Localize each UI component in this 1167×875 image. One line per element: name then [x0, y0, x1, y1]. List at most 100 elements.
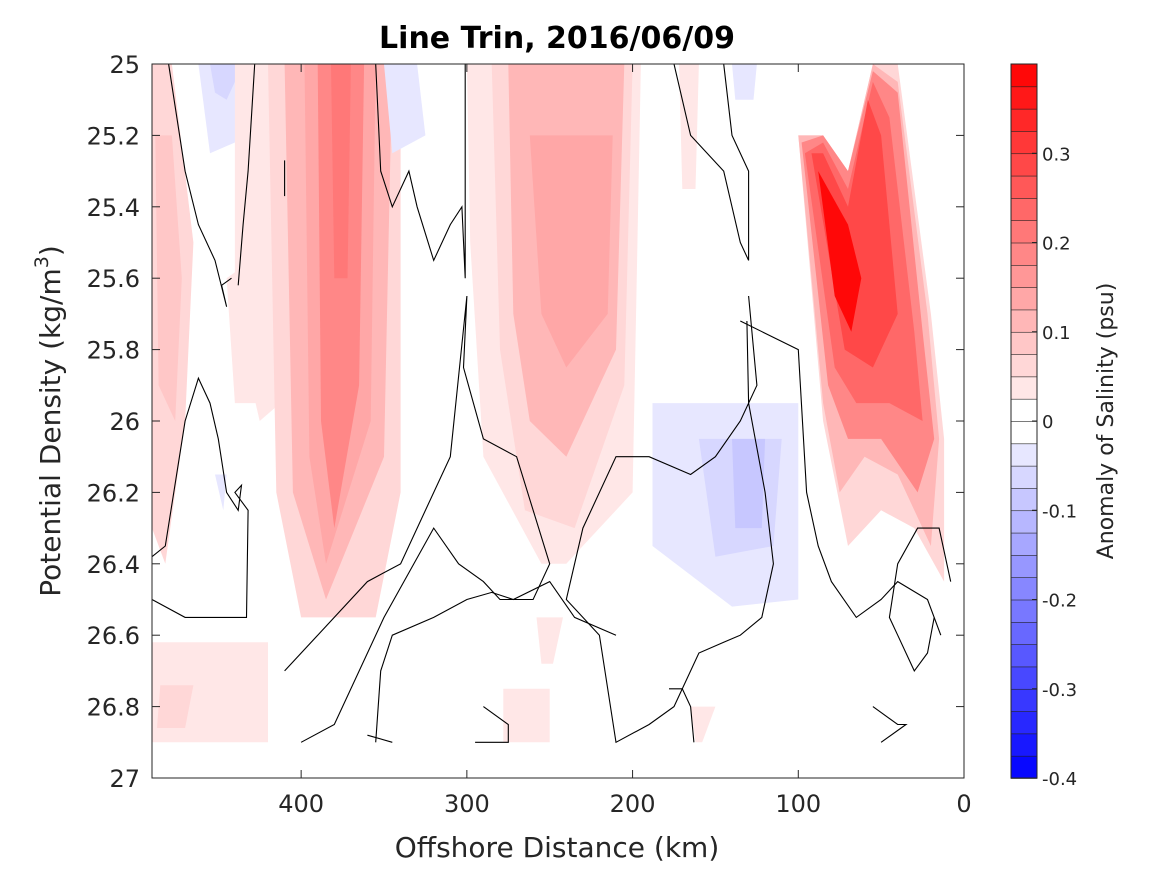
colorbar-level-23 — [1010, 242, 1038, 266]
anomaly-region-13 — [317, 64, 365, 529]
anomaly-region-21 — [529, 135, 613, 368]
anomaly-region-25 — [732, 64, 757, 100]
zero-contour-6 — [375, 580, 617, 743]
anomaly-region-8 — [226, 260, 268, 404]
zero-contour-1 — [237, 63, 256, 286]
y-tick-label: 25.2 — [87, 122, 140, 150]
colorbar-tick-label: 0.3 — [1042, 144, 1071, 165]
colorbar-level-12 — [1010, 487, 1038, 512]
y-axis-ticks: 25 25.2 25.4 25.6 25.8 26 26.2 26.4 26.6 26.8 27 — [87, 51, 964, 793]
anomaly-region-15 — [384, 64, 426, 154]
zero-contour-13 — [872, 706, 908, 743]
y-tick-label: 26.2 — [87, 479, 140, 507]
colorbar-label: Anomaly of Salinity (psu) — [1094, 283, 1119, 560]
zero-contour-5 — [284, 295, 551, 743]
y-tick-label: 26.8 — [87, 694, 140, 722]
colorbar-level-29 — [1010, 108, 1038, 132]
colorbar-level-25 — [1010, 197, 1038, 221]
colorbar-level-11 — [1010, 509, 1038, 534]
y-axis-label-superscript: 3 — [31, 256, 53, 268]
colorbar-level-14 — [1010, 443, 1038, 467]
colorbar-level-8 — [1010, 576, 1038, 601]
y-axis-label-end: ) — [34, 245, 67, 256]
zero-contour-12 — [669, 688, 695, 743]
colorbar-level-21 — [1010, 286, 1038, 311]
anomaly-region-6 — [215, 474, 227, 511]
zero-contour-11 — [475, 706, 509, 743]
anomaly-region-23 — [536, 617, 563, 664]
zero-contour-10 — [740, 320, 942, 636]
colorbar-tick-label: -0.1 — [1042, 501, 1077, 522]
x-tick-label: 200 — [610, 790, 656, 818]
colorbar-level-4 — [1010, 666, 1038, 690]
colorbar-level-13 — [1010, 465, 1038, 489]
colorbar-tick-label: -0.4 — [1042, 769, 1077, 790]
colorbar-level-1 — [1010, 733, 1038, 757]
x-tick-label: 300 — [444, 790, 490, 818]
y-axis-label-main: Potential Density (kg/m — [34, 268, 67, 597]
colorbar: 0.3 0.2 0.1 0 -0.1 -0.2 -0.3 -0.4 — [1010, 63, 1077, 790]
colorbar-level-27 — [1010, 152, 1038, 177]
colorbar-level-24 — [1010, 219, 1038, 244]
colorbar-level-30 — [1010, 86, 1038, 110]
zero-contour-0 — [168, 63, 232, 307]
y-tick-label: 25 — [109, 51, 140, 79]
zero-contour-2 — [151, 376, 249, 618]
colorbar-level-6 — [1010, 621, 1038, 645]
zero-contour-8 — [673, 63, 750, 261]
x-tick-label: 0 — [956, 790, 971, 818]
colorbar-level-3 — [1010, 688, 1038, 712]
x-tick-label: 100 — [775, 790, 821, 818]
anomaly-region-16 — [430, 135, 476, 350]
anomaly-region-29 — [732, 438, 766, 529]
colorbar-level-9 — [1010, 554, 1038, 578]
y-axis-label: Potential Density (kg/m3) — [31, 245, 67, 597]
x-axis-label: Offshore Distance (km) — [395, 831, 720, 864]
colorbar-tick-label: 0.2 — [1042, 234, 1071, 255]
colorbar-level-18 — [1010, 353, 1038, 378]
y-tick-label: 25.4 — [87, 194, 140, 222]
colorbar-level-31 — [1010, 63, 1038, 88]
x-axis-ticks: 400 300 200 100 0 — [278, 64, 972, 818]
anomaly-region-5 — [210, 64, 244, 100]
colorbar-tick-label: -0.3 — [1042, 680, 1077, 701]
colorbar-level-5 — [1010, 643, 1038, 668]
zero-contour-9 — [565, 295, 774, 744]
anomaly-region-34 — [811, 99, 898, 368]
colorbar-level-22 — [1010, 264, 1038, 288]
x-tick-label: 400 — [278, 790, 324, 818]
y-tick-label: 25.8 — [87, 337, 140, 365]
colorbar-level-20 — [1010, 309, 1038, 333]
anomaly-region-22 — [503, 688, 550, 743]
zero-contour-layer — [151, 63, 952, 744]
colorbar-level-10 — [1010, 532, 1038, 556]
colorbar-ticks: 0.3 0.2 0.1 0 -0.1 -0.2 -0.3 -0.4 — [1032, 144, 1077, 790]
zero-contour-14 — [888, 527, 952, 672]
anomaly-region-1 — [155, 135, 182, 421]
y-tick-label: 26.6 — [87, 622, 140, 650]
anomaly-region-26 — [690, 706, 716, 743]
anomaly-region-17 — [447, 670, 467, 725]
colorbar-levels — [1010, 63, 1038, 779]
colorbar-level-26 — [1010, 175, 1038, 199]
y-tick-label: 26.4 — [87, 551, 140, 579]
colorbar-tick-label: 0.1 — [1042, 323, 1071, 344]
zero-contour-4 — [375, 63, 466, 279]
plot-area: 400 300 200 100 0 25 25.2 25.4 25.6 25.8 26 26.2 26… — [87, 51, 972, 818]
y-tick-label: 25.6 — [87, 265, 140, 293]
colorbar-level-0 — [1010, 755, 1038, 779]
colorbar-level-7 — [1010, 599, 1038, 623]
colorbar-level-28 — [1010, 130, 1038, 155]
colorbar-level-17 — [1010, 376, 1038, 400]
colorbar-tick-label: 0 — [1042, 412, 1053, 433]
colorbar-level-16 — [1010, 398, 1038, 422]
y-tick-label: 26 — [109, 408, 140, 436]
y-tick-label: 27 — [109, 765, 140, 793]
colorbar-tick-label: -0.2 — [1042, 591, 1077, 612]
colorbar-level-19 — [1010, 331, 1038, 355]
anomaly-fill-layer — [152, 64, 945, 743]
anomaly-region-35 — [818, 171, 862, 332]
colorbar-level-15 — [1010, 420, 1038, 445]
chart-title: Line Trin, 2016/06/09 — [379, 21, 735, 56]
